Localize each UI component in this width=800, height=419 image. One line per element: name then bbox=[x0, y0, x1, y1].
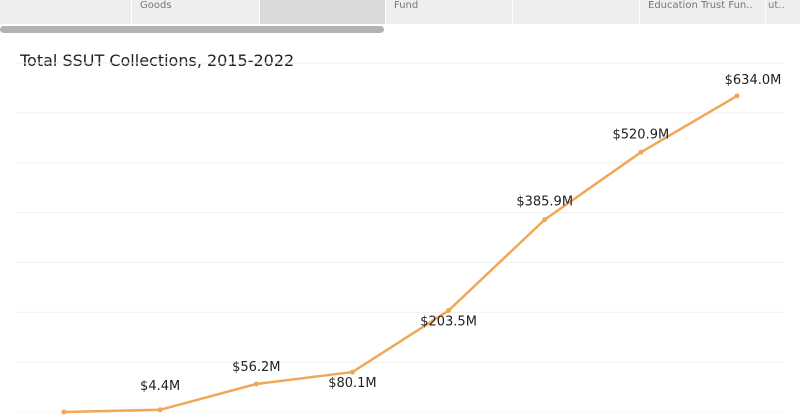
tab-0[interactable] bbox=[0, 0, 131, 24]
tab-label: Fund bbox=[394, 0, 419, 11]
tab-goods[interactable]: Goods bbox=[132, 0, 259, 24]
series-line-layer bbox=[63, 94, 738, 414]
chart-title: Total SSUT Collections, 2015-2022 bbox=[20, 51, 295, 70]
tab-strip: Goods Fund Education Trust Fun.. ut.. bbox=[0, 0, 800, 24]
data-point-2022[interactable] bbox=[734, 93, 740, 99]
tab-label: Education Trust Fun.. bbox=[648, 0, 753, 11]
tab-4[interactable] bbox=[513, 0, 639, 24]
data-point-2015[interactable] bbox=[61, 409, 67, 415]
data-labels: $4.4M $56.2M $80.1M $203.5M $385.9M $520.9M $6… bbox=[140, 73, 781, 394]
data-point-2021[interactable] bbox=[638, 149, 644, 155]
data-label-2020: $385.9M bbox=[516, 195, 573, 210]
tab-education-trust-fund[interactable]: Education Trust Fun.. bbox=[640, 0, 765, 24]
data-point-2020[interactable] bbox=[542, 217, 548, 223]
data-point-2019[interactable] bbox=[446, 308, 452, 314]
data-label-2021: $520.9M bbox=[612, 127, 669, 142]
data-label-2022: $634.0M bbox=[725, 73, 782, 88]
data-label-2019: $203.5M bbox=[420, 315, 477, 330]
tab-selected[interactable] bbox=[260, 0, 385, 24]
tab-label: ut.. bbox=[768, 0, 785, 11]
scrollbar-thumb[interactable] bbox=[0, 26, 384, 33]
data-point-2017[interactable] bbox=[253, 381, 259, 387]
data-label-2018: $80.1M bbox=[328, 376, 376, 391]
data-label-2016: $4.4M bbox=[140, 379, 180, 394]
tab-label: Goods bbox=[140, 0, 172, 11]
series-line bbox=[63, 94, 738, 414]
data-point-2016[interactable] bbox=[157, 407, 163, 413]
data-points bbox=[61, 93, 740, 415]
tab-overflow[interactable]: ut.. bbox=[766, 0, 800, 24]
data-point-2018[interactable] bbox=[349, 369, 355, 375]
data-label-2017: $56.2M bbox=[232, 360, 280, 375]
gridlines bbox=[16, 62, 784, 413]
horizontal-scrollbar[interactable] bbox=[0, 24, 800, 34]
tab-fund[interactable]: Fund bbox=[386, 0, 512, 24]
